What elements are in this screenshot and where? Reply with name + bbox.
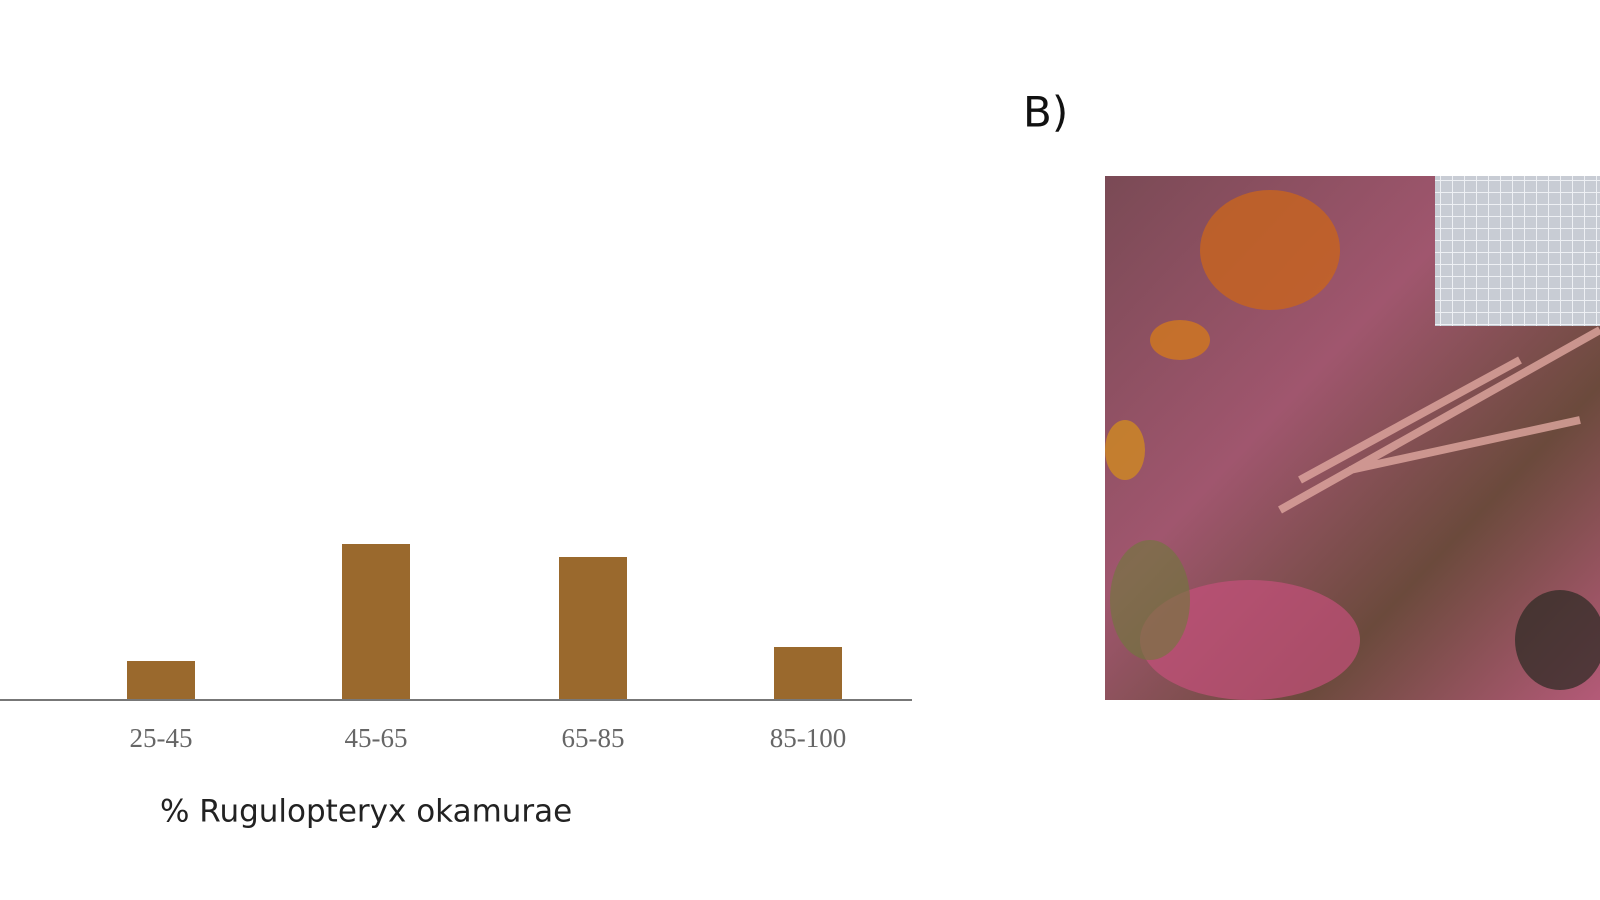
x-axis-title: % Rugulopteryx okamurae bbox=[160, 794, 572, 830]
panel-label: B) bbox=[1023, 88, 1068, 137]
x-tick-label: 85-100 bbox=[770, 723, 847, 753]
bar bbox=[774, 647, 842, 700]
x-tick-label: 45-65 bbox=[345, 723, 408, 753]
x-tick-label: 25-45 bbox=[130, 723, 193, 753]
x-tick-label: 65-85 bbox=[562, 723, 625, 753]
bar bbox=[342, 544, 410, 700]
photo bbox=[1105, 176, 1600, 700]
bar bbox=[559, 557, 627, 700]
bar bbox=[127, 661, 195, 700]
